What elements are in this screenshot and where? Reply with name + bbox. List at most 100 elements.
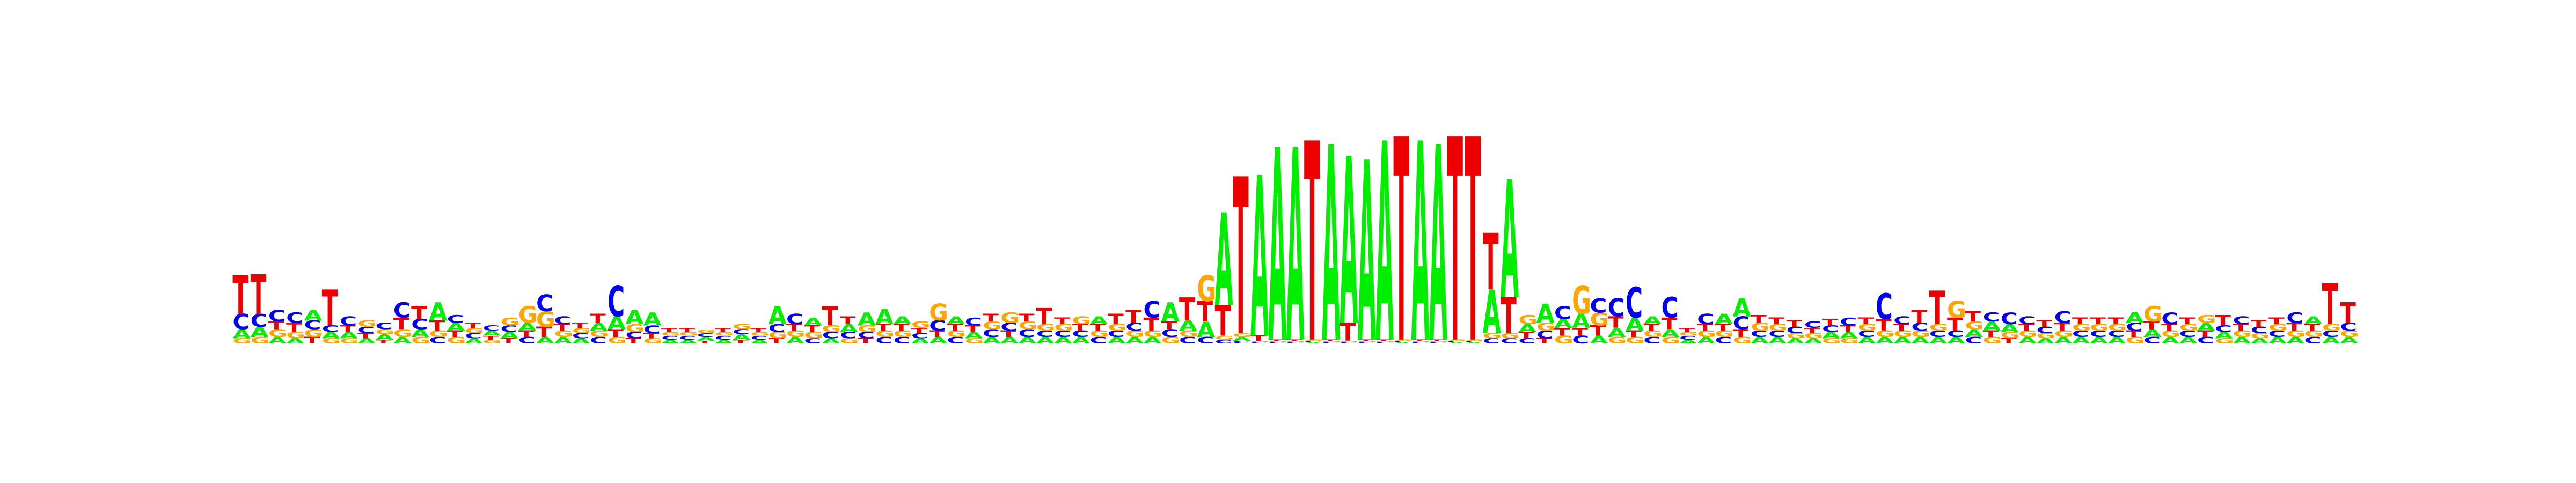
logo-letter-c: C [929, 318, 946, 334]
logo-letter-g: G [1786, 332, 1805, 340]
logo-letter-t: T [2251, 318, 2267, 328]
logo-letter-a: A [1108, 335, 1126, 346]
logo-letter-c: C [1501, 337, 1518, 345]
logo-letter-c: C [2018, 314, 2036, 327]
logo-letter-g: G [929, 299, 948, 326]
logo-letter-g: G [1125, 329, 1145, 339]
logo-letter-a: A [1518, 322, 1537, 334]
logo-letter-g: G [590, 329, 609, 339]
logo-letter-t: T [304, 335, 320, 346]
logo-letter-t: T [1518, 330, 1534, 340]
logo-letter-t: T [1000, 329, 1016, 339]
logo-letter-c: C [1143, 297, 1160, 323]
logo-letter-c: C [983, 327, 1000, 340]
logo-letter-c: C [2340, 321, 2357, 333]
logo-letter-t: T [1643, 323, 1659, 333]
logo-letter-t: T [1233, 134, 1249, 385]
logo-letter-g: G [251, 335, 270, 346]
logo-letter-c: C [840, 330, 857, 340]
logo-letter-c: C [1715, 335, 1732, 346]
logo-letter-a: A [1679, 339, 1697, 345]
logo-letter-t: T [268, 320, 284, 332]
logo-letter-g: G [411, 335, 430, 346]
logo-letter-g: G [232, 337, 252, 345]
logo-letter-c: C [679, 335, 696, 341]
logo-letter-c: C [518, 335, 536, 346]
logo-letter-a: A [1929, 335, 1948, 346]
logo-letter-c: C [2036, 325, 2053, 335]
logo-letter-a: A [1465, 342, 1483, 344]
logo-letter-c: C [1822, 324, 1839, 334]
logo-letter-t: T [1197, 296, 1213, 328]
logo-letter-t: T [2268, 316, 2285, 326]
logo-letter-t: T [1054, 316, 1070, 326]
logo-letter-g: G [304, 327, 323, 340]
logo-letter-c: C [482, 324, 500, 332]
logo-letter-a: A [858, 310, 876, 330]
logo-letter-t: T [1858, 316, 1874, 326]
logo-letter-g: G [2001, 330, 2020, 340]
logo-letter-g: G [1822, 337, 1841, 345]
logo-letter-g: G [1518, 313, 1538, 327]
logo-letter-g: G [1304, 339, 1323, 341]
logo-letter-c: C [947, 335, 964, 346]
logo-letter-t: T [733, 339, 749, 345]
logo-letter-a: A [983, 335, 1001, 346]
logo-letter-a: A [1375, 86, 1394, 405]
logo-letter-t: T [447, 329, 463, 339]
logo-letter-g: G [1751, 321, 1770, 333]
logo-letter-a: A [1662, 327, 1680, 340]
logo-letter-g: G [1429, 341, 1448, 343]
logo-letter-a: A [1000, 335, 1019, 346]
logo-letter-g: G [875, 329, 895, 339]
logo-letter-t: T [1072, 323, 1088, 333]
logo-letter-t: T [1250, 334, 1267, 342]
logo-letter-c: C [822, 330, 839, 340]
logo-letter-a: A [2215, 330, 2233, 340]
logo-letter-t: T [1358, 339, 1374, 341]
logo-letter-g: G [643, 337, 663, 345]
logo-letter-g: G [1036, 323, 1056, 333]
logo-letter-c: C [1250, 342, 1268, 344]
logo-letter-c: C [1286, 342, 1304, 344]
logo-letter-a: A [2304, 314, 2323, 327]
logo-letter-a: A [2286, 335, 2304, 346]
logo-letter-a: A [804, 316, 823, 328]
logo-letter-c: C [1429, 342, 1446, 344]
logo-letter-a: A [2126, 310, 2144, 327]
logo-letter-t: T [1036, 303, 1052, 330]
logo-letter-g: G [1179, 329, 1198, 339]
logo-letter-a: A [1447, 342, 1465, 344]
logo-letter-a: A [786, 335, 804, 346]
logo-letter-g: G [1608, 335, 1627, 346]
logo-letter-g: G [1554, 334, 1574, 346]
logo-letter-c: C [1019, 327, 1036, 340]
logo-letter-t: T [286, 321, 302, 335]
logo-letter-t: T [2340, 297, 2356, 330]
logo-letter-g: G [536, 307, 555, 332]
logo-letter-g: G [2072, 323, 2091, 333]
logo-letter-c: C [608, 278, 625, 327]
logo-letter-c: C [2179, 329, 2197, 339]
logo-letter-a: A [465, 337, 483, 345]
logo-letter-t: T [1590, 323, 1606, 340]
logo-letter-c: C [304, 318, 321, 332]
logo-letter-c: C [232, 310, 250, 334]
logo-letter-t: T [1733, 327, 1749, 340]
logo-letter-g: G [1840, 337, 1859, 345]
logo-letter-t: T [1215, 297, 1231, 347]
